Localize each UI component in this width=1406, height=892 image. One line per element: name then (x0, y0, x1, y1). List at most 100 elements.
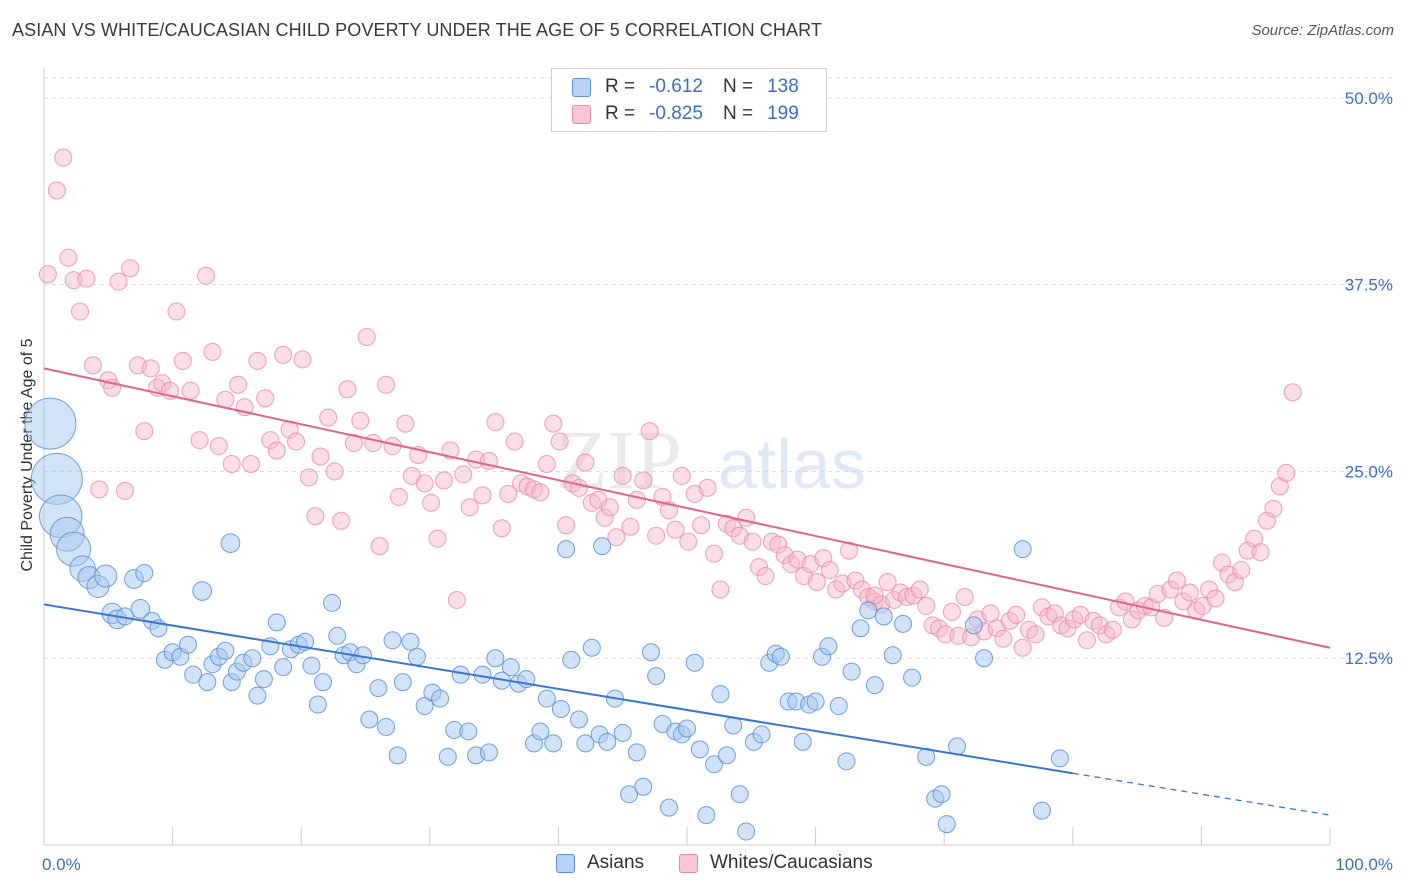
white-point (1264, 499, 1283, 518)
white-point (743, 532, 762, 551)
asian-point (705, 755, 724, 774)
asian-point (793, 732, 812, 751)
x-tick-label-max: 100.0% (1335, 855, 1393, 874)
white-point (717, 514, 736, 533)
white-point (994, 629, 1013, 648)
asian-point (135, 564, 154, 583)
asian-point (562, 650, 581, 669)
white-point (364, 434, 383, 453)
asian-point (360, 710, 379, 729)
asian-point (216, 641, 235, 660)
asian-point (438, 747, 457, 766)
legend-r-value: -0.825 (649, 103, 703, 124)
asian-point (486, 649, 505, 668)
tick-labels: 12.5% 25.0% 37.5% 50.0% 0.0% 100.0% (42, 89, 1393, 874)
white-point (769, 535, 788, 554)
white-point (1097, 625, 1116, 644)
correlation-legend: R = -0.612 N = 138 R = -0.825 N = 199 (551, 68, 827, 132)
asian-point (851, 619, 870, 638)
white-point (1200, 580, 1219, 599)
asian-point (975, 649, 994, 668)
trend-lines (43, 367, 1331, 816)
white-point (756, 567, 775, 586)
legend-item-whites[interactable]: Whites/Caucasians (679, 852, 873, 874)
white-point (531, 483, 550, 502)
white-point (492, 519, 511, 538)
asian-point (459, 722, 478, 741)
white-point (325, 462, 344, 481)
white-point (181, 381, 200, 400)
asian-point (388, 746, 407, 765)
white-point (621, 517, 640, 536)
asians-trend-line (43, 603, 1073, 775)
legend-r-label: R = (605, 76, 636, 97)
white-point (750, 558, 769, 577)
asian-point (874, 607, 893, 626)
white-point (77, 269, 96, 288)
asian-point (274, 658, 293, 677)
white-point (936, 625, 955, 644)
white-point (306, 507, 325, 526)
asian-point (94, 564, 118, 588)
white-point (248, 351, 267, 370)
white-point (640, 422, 659, 441)
asian-point (932, 785, 951, 804)
white-point (135, 422, 154, 441)
asian-point (865, 676, 884, 695)
white-point (1277, 463, 1296, 482)
white-point (47, 181, 66, 200)
asian-point (192, 581, 213, 601)
y-tick-label: 12.5% (1345, 649, 1393, 668)
white-point (981, 604, 1000, 623)
asian-point (819, 637, 838, 656)
white-point (267, 441, 286, 460)
asian-point (557, 540, 576, 559)
white-point (357, 327, 376, 346)
white-point (705, 544, 724, 563)
asian-point (537, 689, 556, 708)
white-point (64, 271, 83, 290)
legend-n-value: 199 (767, 103, 799, 124)
y-tick-label: 25.0% (1345, 462, 1393, 481)
white-point (814, 549, 833, 568)
asian-point (627, 743, 646, 762)
white-point (627, 490, 646, 509)
legend-swatch-asians (572, 77, 591, 97)
asian-point (659, 798, 678, 817)
white-point (319, 408, 338, 427)
white-point (190, 431, 209, 450)
white-point (274, 345, 293, 364)
asian-point (641, 643, 660, 662)
asian-point (903, 668, 922, 687)
white-point (1084, 611, 1103, 630)
series-legend: Asians Whites/Caucasians (0, 852, 1406, 878)
white-point (1167, 571, 1186, 590)
white-point (422, 493, 441, 512)
white-point (910, 580, 929, 599)
white-point (807, 573, 826, 592)
white-point (1103, 620, 1122, 639)
asian-point (737, 822, 756, 841)
asian-point (613, 723, 632, 742)
white-point (54, 148, 73, 167)
white-point (428, 529, 447, 548)
asian-point (685, 653, 704, 672)
white-point (1180, 583, 1199, 602)
asian-point (184, 665, 203, 684)
asian-point (894, 614, 913, 633)
legend-item-asians[interactable]: Asians (556, 852, 644, 874)
white-point (447, 590, 466, 609)
white-point (344, 434, 363, 453)
asian-point (771, 647, 790, 666)
white-point (607, 528, 626, 547)
asian-point (254, 670, 273, 689)
asian-point (401, 632, 420, 651)
asian-point (328, 626, 347, 645)
white-point (389, 487, 408, 506)
white-point (473, 486, 492, 505)
white-point (71, 302, 90, 321)
white-point (261, 431, 280, 450)
white-point (209, 437, 228, 456)
white-point (711, 580, 730, 599)
white-point (59, 248, 78, 267)
